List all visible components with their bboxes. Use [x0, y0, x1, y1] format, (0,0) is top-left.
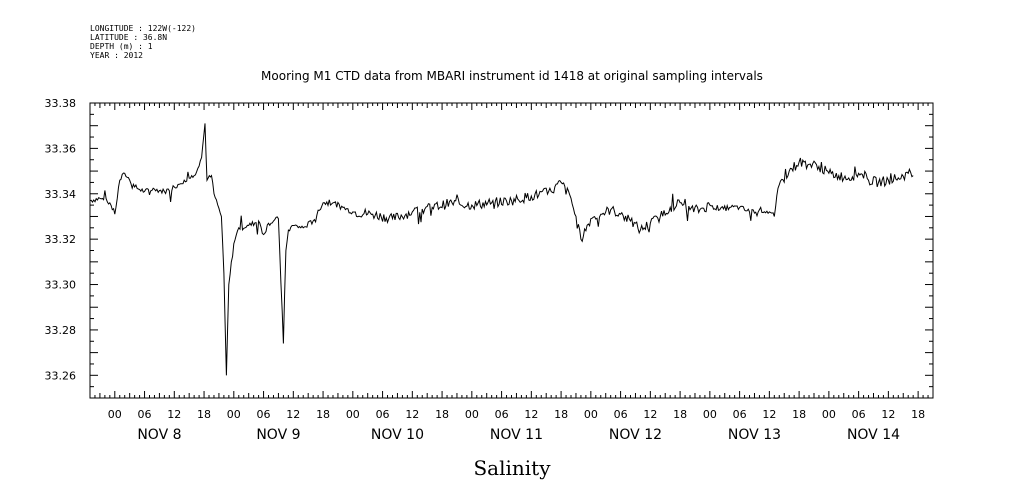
x-tick-label: 00 — [703, 408, 717, 421]
x-tick-label: 06 — [495, 408, 509, 421]
x-axis-labels: 00 06 12 18 00 06 12 18 00 06 12 18 00 06 12 18 00 06 12 18… — [108, 408, 925, 443]
salinity-line — [89, 123, 914, 376]
x-tick-label: 06 — [138, 408, 152, 421]
x-tick-label: 00 — [465, 408, 479, 421]
x-day-label: NOV 12 — [609, 427, 662, 443]
x-tick-label: 06 — [733, 408, 747, 421]
x-tick-label: 00 — [108, 408, 122, 421]
y-tick-label: 33.30 — [45, 279, 77, 292]
x-tick-label: 06 — [614, 408, 628, 421]
y-tick-label: 33.36 — [45, 142, 77, 155]
plot-frame — [89, 102, 934, 399]
y-tick-label: 33.34 — [45, 188, 77, 201]
x-tick-label: 00 — [584, 408, 598, 421]
x-tick-label: 12 — [643, 408, 657, 421]
x-tick-label: 18 — [435, 408, 449, 421]
series-group — [89, 123, 914, 376]
x-tick-label: 12 — [881, 408, 895, 421]
y-axis-labels: 33.26 33.28 33.30 33.32 33.34 33.36 33.38 — [45, 97, 77, 382]
x-day-label: NOV 8 — [137, 427, 181, 443]
x-tick-label: 12 — [524, 408, 538, 421]
y-tick-label: 33.28 — [45, 324, 77, 337]
x-tick-label: 00 — [346, 408, 360, 421]
x-tick-label: 12 — [286, 408, 300, 421]
x-tick-label: 12 — [405, 408, 419, 421]
x-day-label: NOV 9 — [256, 427, 300, 443]
x-tick-label: 00 — [227, 408, 241, 421]
x-tick-label: 18 — [197, 408, 211, 421]
x-day-label: NOV 13 — [728, 427, 781, 443]
axis-ticks — [89, 102, 934, 399]
x-tick-label: 18 — [911, 408, 925, 421]
x-day-label: NOV 11 — [490, 427, 543, 443]
chart-title: Mooring M1 CTD data from MBARI instrumen… — [261, 69, 763, 83]
meta-year: YEAR : 2012 — [90, 51, 143, 60]
x-tick-label: 12 — [762, 408, 776, 421]
x-day-label: NOV 14 — [847, 427, 900, 443]
meta-depth: DEPTH (m) : 1 — [90, 42, 153, 51]
x-tick-label: 18 — [673, 408, 687, 421]
y-tick-label: 33.38 — [45, 97, 77, 110]
meta-latitude: LATITUDE : 36.8N — [90, 33, 167, 42]
x-tick-label: 06 — [257, 408, 271, 421]
y-tick-label: 33.32 — [45, 233, 77, 246]
x-tick-label: 18 — [316, 408, 330, 421]
x-tick-label: 18 — [792, 408, 806, 421]
x-axis-title: Salinity — [473, 456, 551, 480]
x-tick-label: 00 — [822, 408, 836, 421]
x-tick-label: 06 — [376, 408, 390, 421]
x-tick-label: 18 — [554, 408, 568, 421]
x-day-label: NOV 10 — [371, 427, 424, 443]
meta-longitude: LONGITUDE : 122W(-122) — [90, 24, 196, 33]
metadata-block: LONGITUDE : 122W(-122) LATITUDE : 36.8N … — [90, 24, 196, 60]
x-tick-label: 12 — [167, 408, 181, 421]
y-tick-label: 33.26 — [45, 369, 77, 382]
x-tick-label: 06 — [852, 408, 866, 421]
